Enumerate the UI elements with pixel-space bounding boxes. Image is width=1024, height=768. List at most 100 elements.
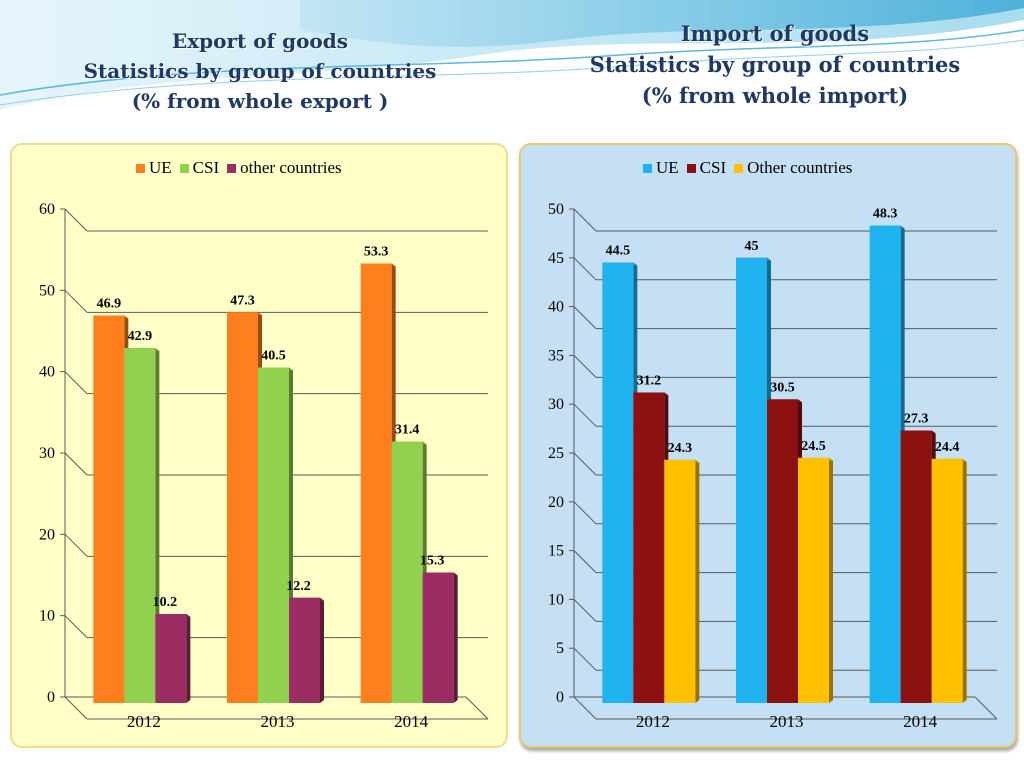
export-xtick-label: 2012 bbox=[127, 712, 161, 731]
import-grid-diag bbox=[573, 599, 597, 622]
export-legend-label-other: other countries bbox=[240, 158, 342, 177]
export-x-axis-diag bbox=[465, 696, 489, 720]
export-legend-label-csi: CSI bbox=[192, 158, 220, 177]
export-data-label: 10.2 bbox=[153, 595, 178, 610]
import-xtick-label: 2013 bbox=[770, 712, 804, 731]
export-bar-other-countries-2014 bbox=[422, 572, 454, 703]
export-legend-swatch-other bbox=[227, 163, 237, 173]
import-legend-swatch-csi bbox=[686, 163, 696, 173]
export-bar-other-countries-2012 bbox=[155, 614, 187, 703]
export-legend-swatch-csi bbox=[179, 163, 189, 173]
import-bar-other-countries-2014 bbox=[931, 458, 963, 703]
export-ytick-label: 40 bbox=[39, 364, 55, 381]
import-data-label: 27.3 bbox=[904, 412, 929, 427]
import-data-label: 44.5 bbox=[606, 244, 631, 259]
import-ytick-label: 35 bbox=[548, 347, 564, 364]
export-data-label: 46.9 bbox=[97, 297, 122, 312]
export-title-line-2: Statistics by group of countries bbox=[83, 59, 437, 83]
import-bar-ue-2013 bbox=[736, 257, 767, 703]
export-legend-item-ue: UE bbox=[136, 158, 172, 178]
export-bar-csi-2013 bbox=[258, 367, 289, 703]
export-chart-title: Export of goods Statistics by group of c… bbox=[40, 26, 480, 116]
export-legend-label-ue: UE bbox=[149, 158, 172, 177]
import-grid-diag bbox=[573, 306, 597, 329]
import-ytick-label: 0 bbox=[556, 689, 564, 706]
export-data-label: 40.5 bbox=[261, 349, 286, 364]
export-grid-diag bbox=[64, 615, 88, 639]
export-bar-csi-2014 bbox=[391, 441, 423, 703]
export-data-label: 42.9 bbox=[128, 329, 153, 344]
export-ytick-label: 30 bbox=[39, 445, 55, 462]
import-ytick-label: 20 bbox=[548, 494, 564, 511]
import-grid-diag bbox=[573, 403, 597, 427]
import-bar-csi-2014 bbox=[900, 430, 932, 703]
import-ytick-label: 50 bbox=[548, 201, 564, 218]
import-data-label: 30.5 bbox=[770, 380, 795, 395]
import-data-label: 48.3 bbox=[873, 207, 898, 222]
export-xtick-label: 2013 bbox=[261, 712, 295, 731]
import-data-label: 31.2 bbox=[637, 373, 662, 388]
import-data-label: 24.4 bbox=[935, 440, 960, 455]
import-xtick-label: 2012 bbox=[636, 712, 670, 731]
export-data-label: 12.2 bbox=[286, 579, 311, 594]
export-bar-ue-2013 bbox=[227, 312, 258, 703]
import-grid-diag bbox=[573, 647, 597, 671]
import-ytick-label: 15 bbox=[548, 543, 564, 560]
import-grid-diag bbox=[573, 257, 597, 281]
export-data-label: 15.3 bbox=[420, 554, 445, 569]
import-bar-ue-2014 bbox=[869, 225, 901, 703]
import-ytick-label: 45 bbox=[548, 250, 564, 267]
import-legend-item-ue: UE bbox=[643, 158, 679, 178]
import-data-label: 45 bbox=[745, 239, 759, 254]
export-bar-side bbox=[320, 597, 324, 703]
import-title-line-3: (% from whole import) bbox=[641, 83, 909, 108]
export-bar-csi-2012 bbox=[124, 348, 156, 703]
import-grid-diag bbox=[573, 550, 597, 573]
export-bar-other-countries-2013 bbox=[289, 597, 320, 703]
import-legend-swatch-ue bbox=[643, 163, 652, 173]
export-grid-diag bbox=[64, 289, 88, 313]
export-legend-swatch-ue bbox=[136, 163, 145, 173]
import-grid-diag bbox=[573, 696, 597, 720]
import-data-label: 24.3 bbox=[668, 441, 693, 456]
export-bar-ue-2014 bbox=[360, 263, 392, 703]
export-grid-diag bbox=[64, 452, 88, 476]
import-grid-diag bbox=[573, 452, 597, 476]
import-chart-title: Import of goods Statistics by group of c… bbox=[560, 18, 990, 111]
export-ytick-label: 10 bbox=[39, 608, 55, 625]
import-legend: UE CSI Other countries bbox=[643, 158, 852, 178]
export-bar-side bbox=[453, 572, 458, 703]
import-bar-ue-2012 bbox=[602, 262, 634, 703]
export-data-label: 31.4 bbox=[395, 423, 420, 438]
export-bar-side bbox=[186, 614, 191, 703]
export-title-line-1: Export of goods bbox=[171, 29, 349, 53]
export-data-label: 53.3 bbox=[364, 244, 389, 259]
import-legend-item-other: Other countries bbox=[734, 158, 852, 178]
export-grid-diag bbox=[64, 371, 88, 395]
export-grid-diag bbox=[64, 533, 88, 557]
import-bar-csi-2013 bbox=[767, 399, 798, 703]
import-ytick-label: 30 bbox=[548, 396, 564, 413]
import-ytick-label: 25 bbox=[548, 445, 564, 462]
import-title-line-1: Import of goods bbox=[680, 21, 870, 46]
export-ytick-label: 20 bbox=[39, 526, 55, 543]
import-xtick-label: 2014 bbox=[903, 712, 938, 731]
export-ytick-label: 0 bbox=[47, 689, 55, 706]
import-chart-panel: UE CSI Other countries 0 5 10 15 20 25 30 35 40 4… bbox=[519, 143, 1017, 748]
import-grid-diag bbox=[573, 501, 597, 525]
import-bar-side bbox=[829, 457, 833, 703]
export-legend: UE CSI other countries bbox=[136, 158, 342, 178]
export-grid-diag bbox=[64, 208, 88, 232]
import-ytick-label: 40 bbox=[548, 299, 564, 316]
export-ytick-label: 60 bbox=[39, 201, 55, 218]
import-legend-label-csi: CSI bbox=[699, 158, 727, 177]
import-bar-side bbox=[962, 458, 967, 703]
import-bar-other-countries-2012 bbox=[664, 459, 696, 703]
export-bar-chart: 0 10 20 30 40 50 60 46.9 42.9 10.2 2012 47.3 40.5 12.… bbox=[39, 201, 489, 731]
export-chart-panel: UE CSI other countries 0 10 20 30 40 50 60 46.9… bbox=[10, 143, 508, 748]
import-legend-item-csi: CSI bbox=[686, 158, 727, 178]
export-data-label: 47.3 bbox=[230, 293, 255, 308]
import-legend-label-ue: UE bbox=[656, 158, 679, 177]
header-wave-background bbox=[0, 0, 1024, 140]
import-title-line-2: Statistics by group of countries bbox=[589, 52, 961, 77]
